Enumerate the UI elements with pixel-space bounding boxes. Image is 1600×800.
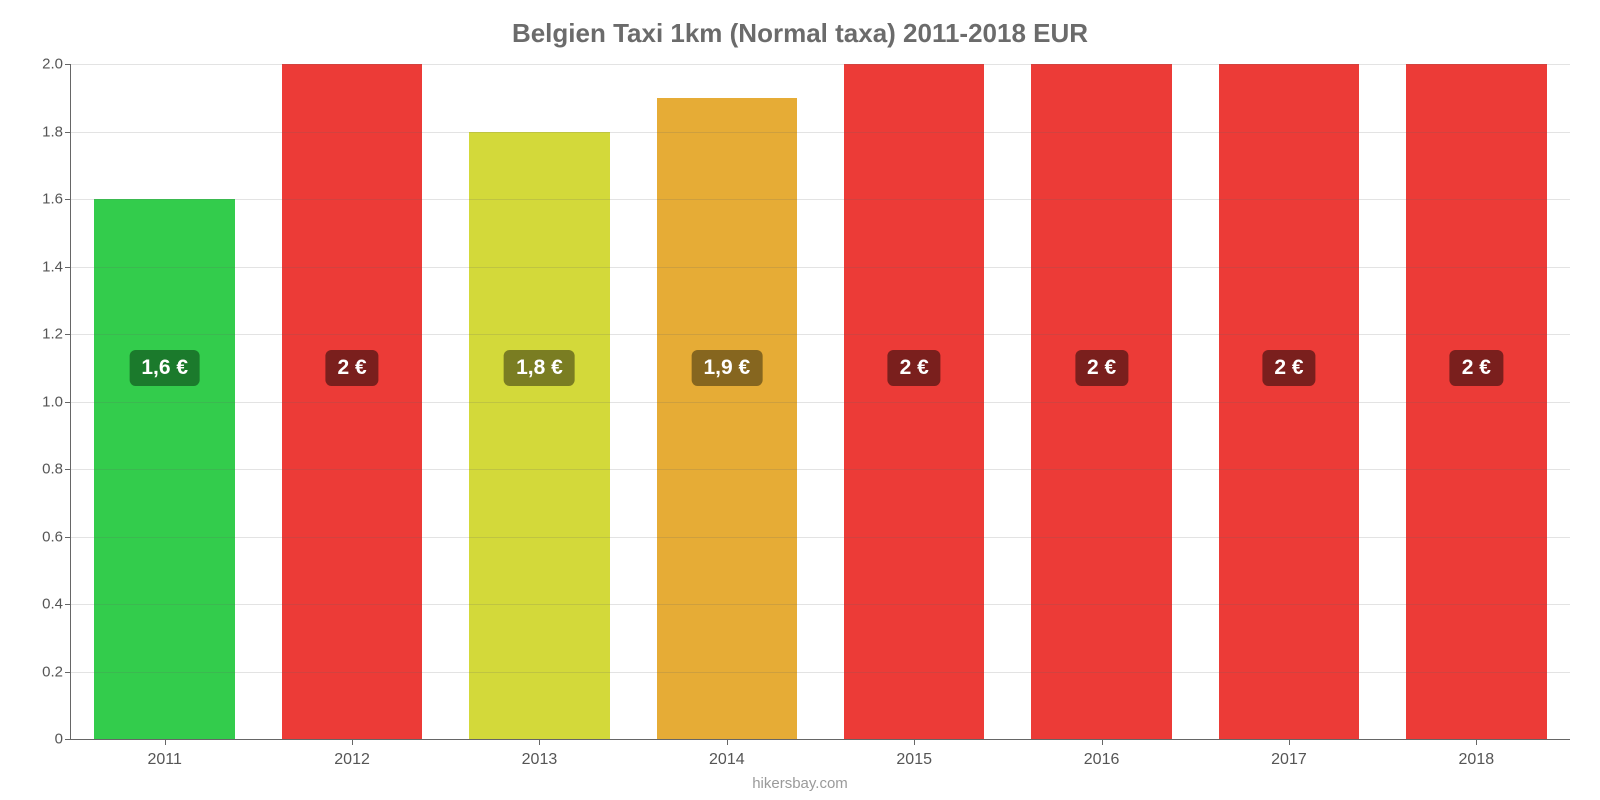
x-tick-mark [165, 739, 166, 745]
y-tick-label: 1.8 [23, 123, 63, 140]
bar-value-label: 2 € [1262, 350, 1315, 386]
y-tick-mark [65, 267, 71, 268]
x-tick-label: 2013 [522, 751, 558, 769]
x-tick-label: 2015 [896, 751, 932, 769]
x-tick-label: 2014 [709, 751, 745, 769]
y-tick-mark [65, 739, 71, 740]
y-tick-label: 0.2 [23, 663, 63, 680]
gridline [71, 334, 1570, 335]
gridline [71, 64, 1570, 65]
bar-value-label: 1,9 € [691, 350, 762, 386]
gridline [71, 469, 1570, 470]
y-tick-label: 1.2 [23, 326, 63, 343]
y-tick-label: 2.0 [23, 56, 63, 73]
y-tick-mark [65, 334, 71, 335]
y-tick-mark [65, 469, 71, 470]
y-tick-mark [65, 402, 71, 403]
y-tick-mark [65, 64, 71, 65]
y-tick-label: 0.4 [23, 596, 63, 613]
x-tick-mark [1289, 739, 1290, 745]
x-tick-mark [727, 739, 728, 745]
x-tick-mark [914, 739, 915, 745]
x-tick-label: 2016 [1084, 751, 1120, 769]
bar-value-label: 2 € [888, 350, 941, 386]
y-tick-mark [65, 672, 71, 673]
gridline [71, 199, 1570, 200]
y-tick-label: 1.4 [23, 258, 63, 275]
bar-value-label: 1,8 € [504, 350, 575, 386]
bar-value-label: 1,6 € [129, 350, 200, 386]
chart-title: Belgien Taxi 1km (Normal taxa) 2011-2018… [20, 18, 1580, 49]
x-tick-mark [1476, 739, 1477, 745]
x-tick-mark [539, 739, 540, 745]
bar [469, 132, 610, 740]
chart-source: hikersbay.com [0, 775, 1600, 792]
y-tick-label: 1.0 [23, 393, 63, 410]
bar [657, 98, 798, 739]
gridline [71, 672, 1570, 673]
x-tick-label: 2017 [1271, 751, 1307, 769]
y-tick-label: 0 [23, 731, 63, 748]
gridline [71, 537, 1570, 538]
x-tick-mark [1102, 739, 1103, 745]
x-tick-label: 2011 [147, 751, 181, 769]
gridline [71, 267, 1570, 268]
plot-area: 1,6 €2 €1,8 €1,9 €2 €2 €2 €2 € 00.20.40.… [70, 64, 1570, 740]
bar-value-label: 2 € [1450, 350, 1503, 386]
bar-value-label: 2 € [325, 350, 378, 386]
x-tick-label: 2018 [1459, 751, 1495, 769]
chart-container: Belgien Taxi 1km (Normal taxa) 2011-2018… [0, 0, 1600, 800]
y-tick-label: 1.6 [23, 191, 63, 208]
x-tick-mark [352, 739, 353, 745]
gridline [71, 402, 1570, 403]
y-tick-label: 0.6 [23, 528, 63, 545]
x-tick-label: 2012 [334, 751, 370, 769]
y-tick-mark [65, 132, 71, 133]
y-tick-mark [65, 604, 71, 605]
y-tick-mark [65, 199, 71, 200]
gridline [71, 604, 1570, 605]
y-tick-label: 0.8 [23, 461, 63, 478]
gridline [71, 132, 1570, 133]
y-tick-mark [65, 537, 71, 538]
bar-value-label: 2 € [1075, 350, 1128, 386]
